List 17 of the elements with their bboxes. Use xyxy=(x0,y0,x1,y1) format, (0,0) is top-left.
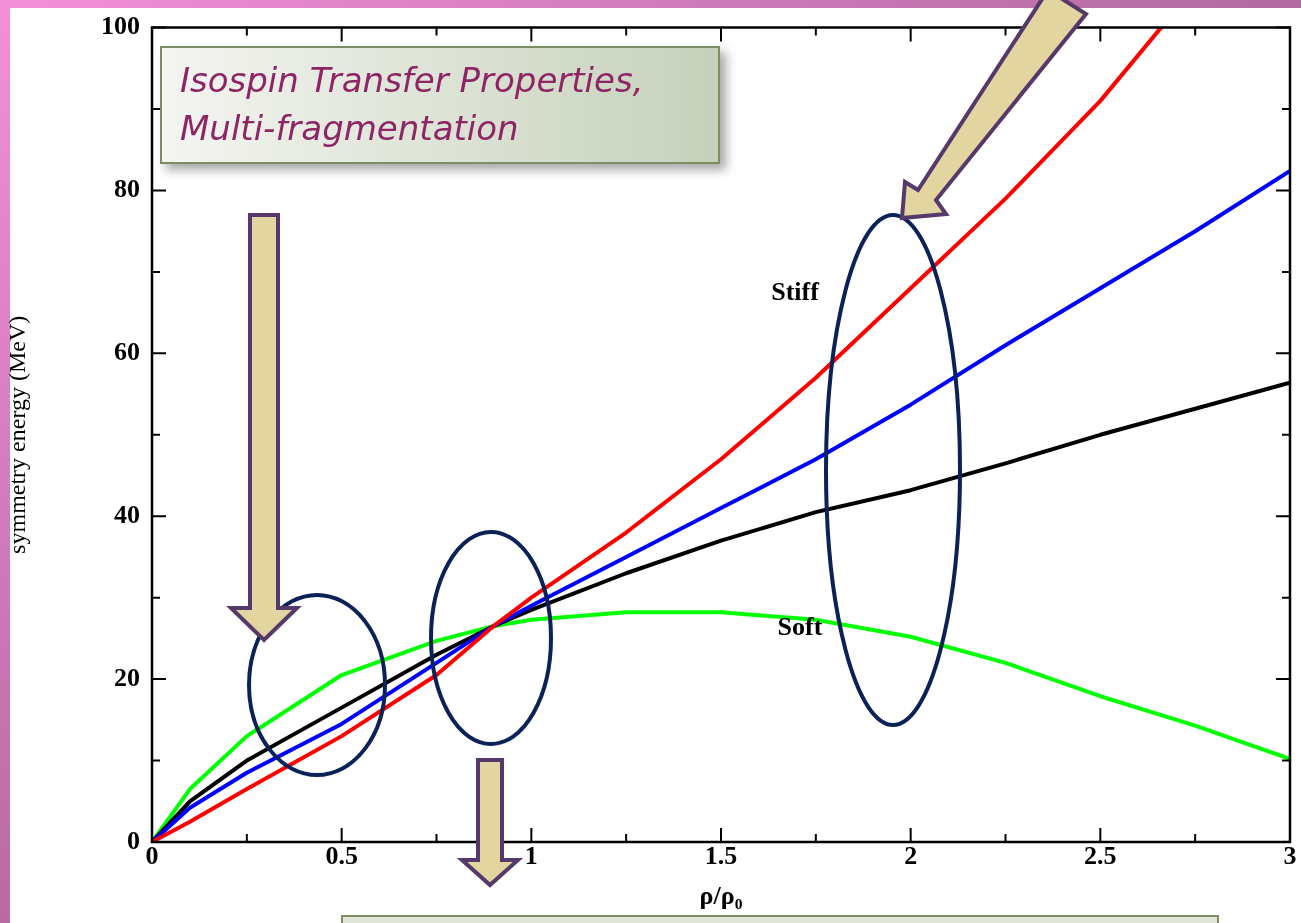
x-tick-label: 0.5 xyxy=(325,841,358,871)
x-axis-title: ρ/ρ₀ xyxy=(699,881,743,911)
y-tick-label: 60 xyxy=(114,337,140,367)
y-tick-label: 100 xyxy=(101,11,140,41)
annotation: Isospin Transfer Properties, Multi-fragmentation xyxy=(160,46,720,164)
x-tick-label: 3 xyxy=(1283,841,1297,871)
x-tick-label: 2.5 xyxy=(1084,841,1117,871)
y-tick-label: 20 xyxy=(114,662,140,692)
annotation: Stiff xyxy=(771,276,820,306)
annotation: Soft xyxy=(777,611,823,641)
y-tick-label: 80 xyxy=(114,174,140,204)
x-tick-label: 2 xyxy=(904,841,918,871)
y-axis-title: symmetry energy (MeV) xyxy=(3,315,30,554)
y-tick-label: 40 xyxy=(114,499,140,529)
x-tick-label: 1.5 xyxy=(704,841,738,871)
x-tick-label: 0 xyxy=(145,841,159,871)
x-tick-label: 1 xyxy=(524,841,538,871)
